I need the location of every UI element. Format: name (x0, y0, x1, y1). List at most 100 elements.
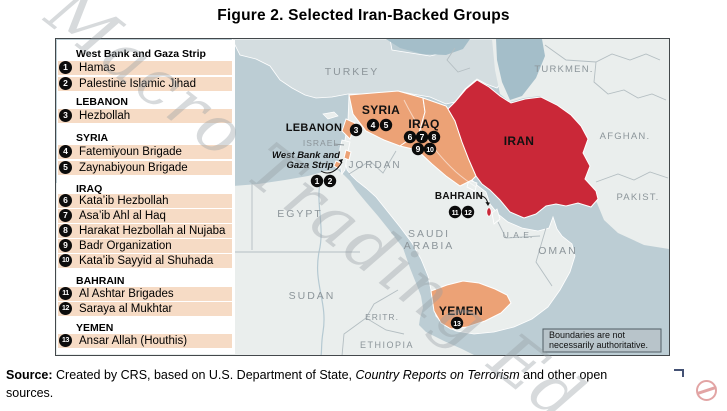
badge-10: 10 (59, 254, 72, 267)
gaza-shape (333, 160, 342, 170)
map-marker-6: 6 (403, 130, 417, 144)
badge-12: 12 (59, 302, 72, 315)
label-eritrea: ERITR. (365, 312, 399, 322)
map-markers: 1 2 3 4 5 6 7 8 9 10 11 12 13 (310, 118, 475, 330)
map-marker-12: 12 (461, 205, 475, 219)
label-saudi-line1: SAUDI (408, 228, 450, 240)
iran-shape (447, 79, 599, 219)
map-marker-10: 10 (423, 142, 437, 156)
svg-text:1: 1 (315, 176, 320, 186)
legend-header-bahrain: BAHRAIN (76, 275, 125, 287)
prohibition-icon (696, 380, 717, 401)
svg-text:12: 12 (464, 210, 472, 217)
badge-9: 9 (59, 239, 72, 252)
legend-item-kataib-hezbollah: 6 Kata’ib Hezbollah (58, 194, 232, 208)
label-afghan: AFGHAN. (600, 131, 651, 142)
legend-item-zaynabiyoun: 5 Zaynabiyoun Brigade (58, 161, 232, 175)
badge-1: 1 (59, 61, 72, 74)
badge-11: 11 (59, 287, 72, 300)
svg-text:6: 6 (408, 132, 413, 142)
svg-text:4: 4 (371, 120, 376, 130)
legend-item-fatemiyoun: 4 Fatemiyoun Brigade (58, 145, 232, 159)
west-bank-shape (343, 149, 352, 161)
map-marker-8: 8 (427, 130, 441, 144)
badge-8: 8 (59, 224, 72, 237)
legend-item-hezbollah: 3 Hezbollah (58, 109, 232, 123)
label-uae: U.A.E. (503, 230, 534, 240)
note-line2: necessarily authoritative. (549, 340, 648, 350)
svg-text:3: 3 (354, 125, 359, 135)
cyprus-shape (322, 111, 339, 120)
svg-text:2: 2 (328, 176, 333, 186)
lebanon-shape (341, 118, 356, 140)
map-marker-9: 9 (411, 142, 425, 156)
legend-item-asaib-ahl-al-haq: 7 Asa’ib Ahl al Haq (58, 209, 232, 223)
label-pakist: PAKIST. (616, 192, 659, 203)
label-israel: ISRAEL (303, 138, 339, 148)
country-borders (233, 44, 669, 355)
badge-4: 4 (59, 145, 72, 158)
legend-header-iraq: IRAQ (76, 183, 103, 195)
label-sudan: SUDAN (289, 290, 336, 302)
source-note: Source: Created by CRS, based on U.S. De… (6, 367, 706, 402)
label-iraq: IRAQ (408, 117, 439, 131)
label-west-bank-line1: West Bank and (272, 150, 340, 161)
nile-river (316, 182, 325, 355)
svg-text:11: 11 (452, 210, 459, 217)
label-saudi-line2: ARABIA (404, 240, 455, 252)
yemen-shape (430, 280, 512, 330)
legend-item-ansar-allah: 13 Ansar Allah (Houthis) (58, 334, 232, 348)
map-frame: Boundaries are not necessarily authorita… (55, 38, 670, 356)
tigris-river (403, 99, 477, 188)
source-prefix: Source: (6, 368, 53, 382)
legend-item-kataib-sayyid: 10 Kata’ib Sayyid al Shuhada (58, 254, 232, 268)
label-turkmen: TURKMEN. (534, 64, 593, 75)
qatar-shape (491, 208, 501, 225)
badge-7: 7 (59, 209, 72, 222)
svg-text:10: 10 (426, 147, 434, 154)
map-marker-13: 13 (450, 316, 464, 330)
legend-header-yemen: YEMEN (76, 322, 114, 334)
badge-5: 5 (59, 161, 72, 174)
watermark-logo-fragment (674, 369, 684, 377)
legend-item-harakat-hezbollah: 8 Harakat Hezbollah al Nujaba (58, 224, 232, 238)
label-syria: SYRIA (362, 103, 400, 117)
legend-header-west-bank: West Bank and Gaza Strip (76, 48, 206, 60)
map-marker-3: 3 (349, 123, 363, 137)
legend-item-palestine-islamic-jihad: 2 Palestine Islamic Jihad (58, 77, 232, 91)
badge-3: 3 (59, 109, 72, 122)
badge-6: 6 (59, 194, 72, 207)
figure-title: Figure 2. Selected Iran-Backed Groups (217, 7, 510, 24)
svg-text:8: 8 (432, 132, 437, 142)
caspian-sea (496, 39, 545, 100)
source-italic-title: Country Reports on Terrorism (355, 368, 520, 382)
label-jordan: JORDAN (348, 160, 401, 171)
badge-2: 2 (59, 77, 72, 90)
label-oman: OMAN (538, 245, 578, 257)
label-iran: IRAN (504, 134, 535, 148)
source-line1: Source: Created by CRS, based on U.S. De… (6, 368, 608, 382)
label-turkey: TURKEY (325, 66, 380, 78)
pointer-lines (320, 143, 490, 206)
note-box (542, 328, 662, 353)
legend-panel: West Bank and Gaza Strip 1 Hamas 2 Palesti… (57, 40, 235, 354)
label-west-bank-line2: Gaza Strip (287, 160, 334, 171)
legend-item-hamas: 1 Hamas (58, 61, 232, 75)
prohibition-slash (696, 385, 717, 395)
map-marker-7: 7 (415, 130, 429, 144)
middle-east-map: Boundaries are not necessarily authorita… (56, 39, 669, 355)
svg-text:9: 9 (416, 144, 421, 154)
black-sea (386, 39, 470, 55)
legend-header-lebanon: LEBANON (76, 96, 128, 108)
map-marker-5: 5 (379, 118, 393, 132)
svg-text:7: 7 (420, 132, 425, 142)
legend-item-saraya-al-mukhtar: 12 Saraya al Mukhtar (58, 302, 232, 316)
badge-13: 13 (59, 334, 72, 347)
bahrain-shape (486, 207, 492, 217)
legend-header-syria: SYRIA (76, 132, 109, 144)
source-line2: sources. (6, 385, 54, 400)
label-lebanon: LEBANON (286, 122, 343, 134)
label-bahrain: BAHRAIN (435, 191, 483, 202)
label-ethiopia: ETHIOPIA (360, 340, 414, 350)
